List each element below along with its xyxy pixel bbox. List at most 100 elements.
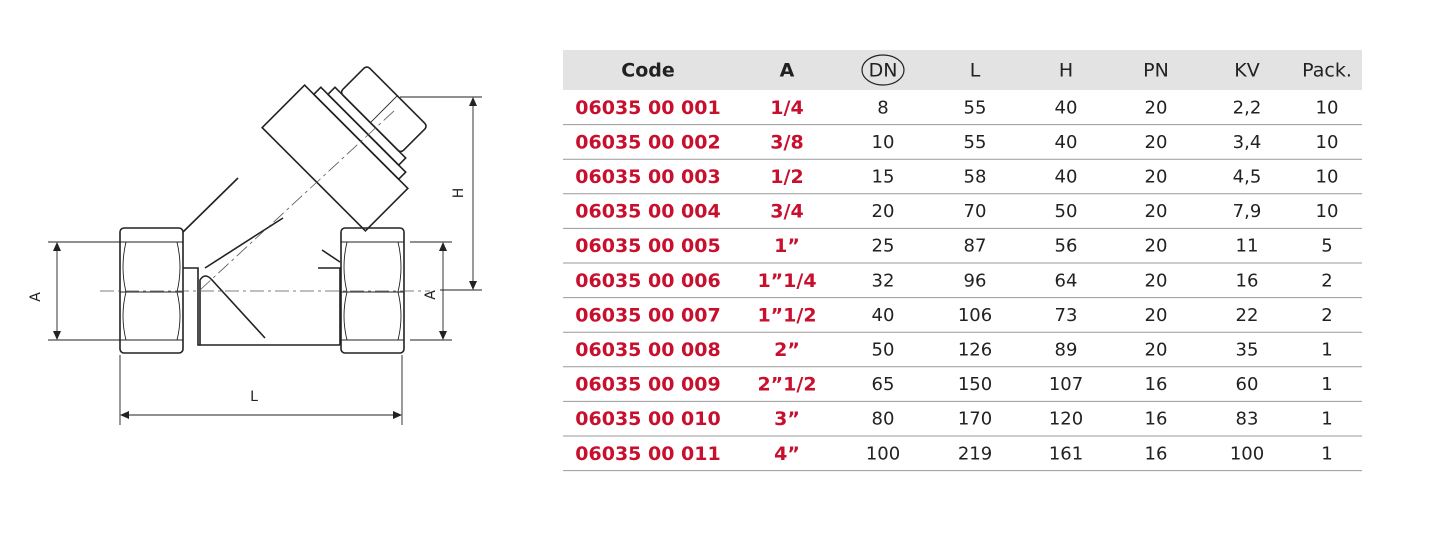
cell: 100 xyxy=(1230,443,1264,464)
size: 4” xyxy=(774,443,800,465)
cell: 16 xyxy=(1236,270,1259,291)
cell: 64 xyxy=(1055,270,1078,291)
cell: 65 xyxy=(872,374,895,395)
product-code: 06035 00 006 xyxy=(575,270,720,292)
cell: 70 xyxy=(964,201,987,222)
cell: 10 xyxy=(1316,97,1339,118)
size: 1/4 xyxy=(770,97,803,119)
cell: 170 xyxy=(958,409,992,430)
cell: 32 xyxy=(872,270,895,291)
cell: 7,9 xyxy=(1233,201,1262,222)
dim-label: A xyxy=(423,290,439,300)
cell: 20 xyxy=(1145,132,1168,153)
cell: 10 xyxy=(1316,167,1339,188)
size: 1”1/4 xyxy=(757,270,816,292)
cell: 107 xyxy=(1049,374,1083,395)
product-code: 06035 00 009 xyxy=(575,374,720,396)
cell: 40 xyxy=(1055,97,1078,118)
cell: 22 xyxy=(1236,305,1259,326)
product-code: 06035 00 001 xyxy=(575,97,720,119)
cell: 1 xyxy=(1321,409,1332,430)
size: 2” xyxy=(774,339,800,361)
dn-symbol xyxy=(861,54,905,86)
cell: 2 xyxy=(1321,305,1332,326)
cell: 20 xyxy=(1145,167,1168,188)
size: 3” xyxy=(774,408,800,430)
cell: 11 xyxy=(1236,236,1259,257)
cell: 56 xyxy=(1055,236,1078,257)
cell: 2 xyxy=(1321,270,1332,291)
product-code: 06035 00 010 xyxy=(575,408,720,430)
cell: 40 xyxy=(1055,167,1078,188)
column-header: PN xyxy=(1143,60,1169,82)
cell: 89 xyxy=(1055,340,1078,361)
product-code: 06035 00 004 xyxy=(575,201,720,223)
cell: 106 xyxy=(958,305,992,326)
product-table: Code A DN L H PN KV Pack.06035 00 001 1/4 8 55 40 20… xyxy=(563,50,1362,472)
cell: 55 xyxy=(964,132,987,153)
cell: 58 xyxy=(964,167,987,188)
cell: 20 xyxy=(1145,201,1168,222)
cell: 20 xyxy=(1145,236,1168,257)
cell: 80 xyxy=(872,409,895,430)
column-header: DN xyxy=(869,60,898,82)
cell: 10 xyxy=(1316,201,1339,222)
cell: 50 xyxy=(872,340,895,361)
cell: 20 xyxy=(1145,270,1168,291)
cell: 8 xyxy=(877,97,888,118)
size: 1/2 xyxy=(770,166,803,188)
cell: 219 xyxy=(958,443,992,464)
cell: 20 xyxy=(1145,97,1168,118)
cell: 120 xyxy=(1049,409,1083,430)
column-header: Pack. xyxy=(1302,60,1352,82)
cell: 1 xyxy=(1321,443,1332,464)
product-code: 06035 00 007 xyxy=(575,304,720,326)
cell: 4,5 xyxy=(1233,167,1262,188)
size: 1” xyxy=(774,235,800,257)
size: 1”1/2 xyxy=(757,304,816,326)
product-code: 06035 00 008 xyxy=(575,339,720,361)
column-header: A xyxy=(780,60,795,82)
cell: 3,4 xyxy=(1233,132,1262,153)
cell: 20 xyxy=(1145,340,1168,361)
column-header: H xyxy=(1059,60,1073,82)
size: 2”1/2 xyxy=(757,374,816,396)
cell: 96 xyxy=(964,270,987,291)
product-code: 06035 00 002 xyxy=(575,131,720,153)
cell: 100 xyxy=(866,443,900,464)
cell: 35 xyxy=(1236,340,1259,361)
product-code: 06035 00 011 xyxy=(575,443,720,465)
cell: 87 xyxy=(964,236,987,257)
cell: 16 xyxy=(1145,374,1168,395)
cell: 73 xyxy=(1055,305,1078,326)
product-code: 06035 00 003 xyxy=(575,166,720,188)
dim-label: L xyxy=(250,389,258,405)
cell: 5 xyxy=(1321,236,1332,257)
cell: 161 xyxy=(1049,443,1083,464)
size: 3/8 xyxy=(770,131,803,153)
cell: 50 xyxy=(1055,201,1078,222)
cell: 16 xyxy=(1145,409,1168,430)
cell: 20 xyxy=(872,201,895,222)
cell: 15 xyxy=(872,167,895,188)
cell: 150 xyxy=(958,374,992,395)
cell: 40 xyxy=(872,305,895,326)
valve-drawing: A A H L xyxy=(28,66,482,425)
dim-label: A xyxy=(28,292,44,302)
cell: 10 xyxy=(872,132,895,153)
cell: 1 xyxy=(1321,374,1332,395)
cell: 16 xyxy=(1145,443,1168,464)
size: 3/4 xyxy=(770,201,803,223)
column-header: KV xyxy=(1234,60,1259,82)
cell: 60 xyxy=(1236,374,1259,395)
cell: 20 xyxy=(1145,305,1168,326)
column-header: Code xyxy=(621,60,674,82)
dim-label: H xyxy=(451,188,467,199)
column-header: L xyxy=(970,60,981,82)
cell: 1 xyxy=(1321,340,1332,361)
cell: 2,2 xyxy=(1233,97,1262,118)
cell: 25 xyxy=(872,236,895,257)
cell: 126 xyxy=(958,340,992,361)
header-bg xyxy=(563,50,1362,90)
